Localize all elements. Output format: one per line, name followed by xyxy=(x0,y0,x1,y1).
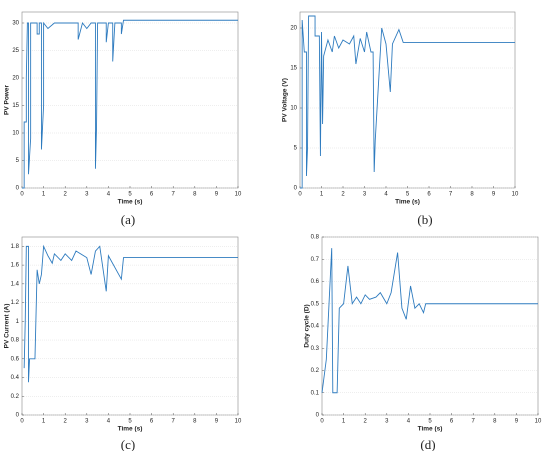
y-tick-label: 20 xyxy=(290,26,297,32)
x-tick-label: 10 xyxy=(235,419,242,425)
x-tick-label: 7 xyxy=(472,419,476,425)
x-tick-label: 6 xyxy=(450,419,454,425)
y-tick-label: 20 xyxy=(12,76,19,82)
x-tick-label: 0 xyxy=(20,419,24,425)
y-tick-label: 0 xyxy=(16,186,20,192)
x-tick-label: 4 xyxy=(107,419,111,425)
x-tick-label: 2 xyxy=(364,419,368,425)
x-tick-label: 0 xyxy=(298,192,302,198)
y-tick-label: 0.2 xyxy=(311,368,320,374)
caption: (a) xyxy=(121,212,135,227)
x-tick-label: 5 xyxy=(128,419,132,425)
y-tick-label: 0.5 xyxy=(311,301,320,307)
x-tick-label: 5 xyxy=(406,192,410,198)
x-tick-label: 4 xyxy=(107,192,111,198)
y-tick-label: 0.3 xyxy=(311,346,320,352)
y-tick-label: 0.7 xyxy=(311,257,320,263)
x-tick-label: 10 xyxy=(535,419,542,425)
y-tick-label: 0.2 xyxy=(11,394,20,400)
x-tick-label: 2 xyxy=(64,419,68,425)
y-tick-label: 0.8 xyxy=(311,235,320,241)
x-tick-label: 10 xyxy=(235,192,242,198)
y-tick-label: 30 xyxy=(12,21,19,27)
x-tick-label: 2 xyxy=(341,192,345,198)
x-tick-label: 7 xyxy=(172,192,176,198)
plot-area xyxy=(21,11,239,189)
data-line xyxy=(22,19,238,189)
caption: (b) xyxy=(417,212,432,227)
x-tick-label: 5 xyxy=(428,419,432,425)
x-tick-label: 5 xyxy=(128,192,132,198)
x-axis-label: Time (s) xyxy=(118,199,143,206)
y-axis-label: PV Voltage (V) xyxy=(282,78,289,122)
x-tick-label: 8 xyxy=(470,192,474,198)
x-tick-label: 6 xyxy=(427,192,431,198)
x-axis-label: Time (s) xyxy=(395,199,420,206)
y-tick-label: 0.1 xyxy=(311,390,320,396)
x-tick-label: 1 xyxy=(42,192,46,198)
x-tick-label: 9 xyxy=(515,419,519,425)
x-tick-label: 7 xyxy=(172,419,176,425)
y-tick-label: 10 xyxy=(290,106,297,112)
x-tick-label: 3 xyxy=(85,192,89,198)
y-tick-label: 15 xyxy=(12,103,19,109)
x-tick-label: 8 xyxy=(193,192,197,198)
x-tick-label: 9 xyxy=(215,419,219,425)
x-tick-label: 9 xyxy=(215,192,219,198)
x-tick-label: 8 xyxy=(493,419,497,425)
x-tick-label: 3 xyxy=(85,419,89,425)
x-axis-label: Time (s) xyxy=(118,426,143,433)
y-axis-label: PV Current (A) xyxy=(4,304,11,349)
x-tick-label: 6 xyxy=(150,419,154,425)
x-tick-label: 3 xyxy=(363,192,367,198)
plot-area xyxy=(21,236,239,416)
x-axis-label: Time (s) xyxy=(418,426,443,433)
x-tick-label: 4 xyxy=(384,192,388,198)
y-tick-label: 0 xyxy=(316,413,320,419)
y-tick-label: 0.4 xyxy=(11,375,20,381)
y-tick-label: 1 xyxy=(16,319,20,325)
x-tick-label: 0 xyxy=(320,419,324,425)
x-tick-label: 3 xyxy=(385,419,389,425)
y-tick-label: 1.6 xyxy=(11,263,20,269)
x-tick-label: 10 xyxy=(512,192,519,198)
y-tick-label: 0.8 xyxy=(11,338,20,344)
data-line xyxy=(300,15,515,189)
caption: (c) xyxy=(121,437,135,451)
y-tick-label: 15 xyxy=(290,66,297,72)
data-line xyxy=(321,248,538,394)
y-tick-label: 0.6 xyxy=(11,356,20,362)
x-tick-label: 1 xyxy=(42,419,46,425)
caption: (d) xyxy=(420,437,435,451)
y-tick-label: 10 xyxy=(12,131,19,137)
x-tick-label: 6 xyxy=(150,192,154,198)
y-tick-label: 0 xyxy=(294,186,298,192)
y-tick-label: 0 xyxy=(16,413,20,419)
x-tick-label: 2 xyxy=(64,192,68,198)
x-tick-label: 1 xyxy=(320,192,324,198)
y-axis-label: PV Power xyxy=(4,85,11,115)
x-tick-label: 8 xyxy=(193,419,197,425)
x-tick-label: 4 xyxy=(407,419,411,425)
y-tick-label: 0.4 xyxy=(311,324,320,330)
y-tick-label: 1.4 xyxy=(11,281,20,287)
y-axis-label: Duty cycle (D) xyxy=(304,304,311,347)
y-tick-label: 25 xyxy=(12,48,19,54)
data-line xyxy=(23,244,238,383)
y-tick-label: 5 xyxy=(294,146,298,152)
y-tick-label: 0.6 xyxy=(311,279,320,285)
x-tick-label: 9 xyxy=(492,192,496,198)
y-tick-label: 1.8 xyxy=(11,244,20,250)
y-tick-label: 5 xyxy=(16,158,20,164)
x-tick-label: 1 xyxy=(342,419,346,425)
x-tick-label: 0 xyxy=(20,192,24,198)
x-tick-label: 7 xyxy=(449,192,453,198)
plot-area xyxy=(299,11,516,189)
y-tick-label: 1.2 xyxy=(11,300,20,306)
